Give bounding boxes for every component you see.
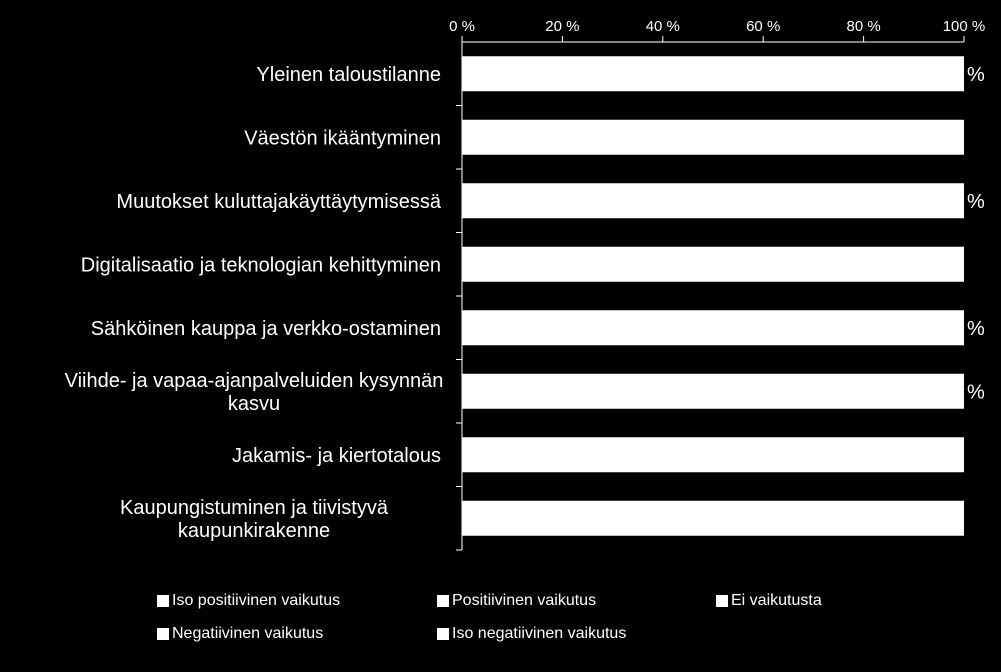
- bar: [462, 246, 964, 282]
- category-label: kaupunkirakenne: [178, 520, 330, 542]
- legend-swatch: [716, 595, 728, 607]
- legend-item: Positiivinen vaikutus: [437, 592, 596, 610]
- data-label: %: [967, 64, 985, 86]
- legend-label: Ei vaikutusta: [731, 592, 822, 609]
- bar: [462, 183, 964, 219]
- category-label: Jakamis- ja kiertotalous: [232, 445, 441, 467]
- bar: [462, 310, 964, 346]
- stacked-bar-chart: 0 % 20 % 40 % 60 % 80 % 100 % Yleinen talousti…: [65, 18, 986, 551]
- legend-item: Iso positiivinen vaikutus: [157, 592, 340, 610]
- data-label: %: [967, 191, 985, 213]
- category-label: Digitalisaatio ja teknologian kehittymin…: [81, 254, 441, 276]
- x-tick-label: 80 %: [846, 18, 880, 35]
- legend-item: Negatiivinen vaikutus: [157, 625, 323, 643]
- data-label: %: [967, 381, 985, 403]
- x-tick-label: 0 %: [449, 18, 475, 35]
- category-label: kasvu: [228, 393, 280, 415]
- legend-label: Iso negatiivinen vaikutus: [452, 625, 627, 642]
- x-tick-label: 20 %: [545, 18, 579, 35]
- category-label: Yleinen taloustilanne: [256, 64, 441, 86]
- legend-swatch: [157, 628, 169, 640]
- bar: [462, 56, 964, 92]
- bar: [462, 437, 964, 473]
- legend-swatch: [437, 595, 449, 607]
- legend-item: Iso negatiivinen vaikutus: [437, 625, 626, 643]
- bar: [462, 119, 964, 155]
- legend-label: Iso positiivinen vaikutus: [172, 592, 341, 609]
- legend-label: Positiivinen vaikutus: [452, 592, 597, 609]
- legend-swatch: [437, 628, 449, 640]
- legend-swatch: [157, 595, 169, 607]
- legend-label: Negatiivinen vaikutus: [172, 625, 324, 642]
- category-label: Sähköinen kauppa ja verkko-ostaminen: [91, 318, 441, 340]
- category-label: Muutokset kuluttajakäyttäytymisessä: [116, 191, 441, 213]
- x-tick-label: 60 %: [746, 18, 780, 35]
- x-tick-label: 40 %: [646, 18, 680, 35]
- category-label: Väestön ikääntyminen: [244, 127, 441, 149]
- x-tick-label: 100 %: [943, 18, 986, 35]
- category-label: Kaupungistuminen ja tiivistyvä: [120, 497, 389, 519]
- bar: [462, 500, 964, 536]
- category-label: Viihde- ja vapaa-ajanpalveluiden kysynnä…: [65, 370, 444, 392]
- data-label: %: [967, 318, 985, 340]
- bar: [462, 373, 964, 409]
- legend-item: Ei vaikutusta: [716, 592, 822, 610]
